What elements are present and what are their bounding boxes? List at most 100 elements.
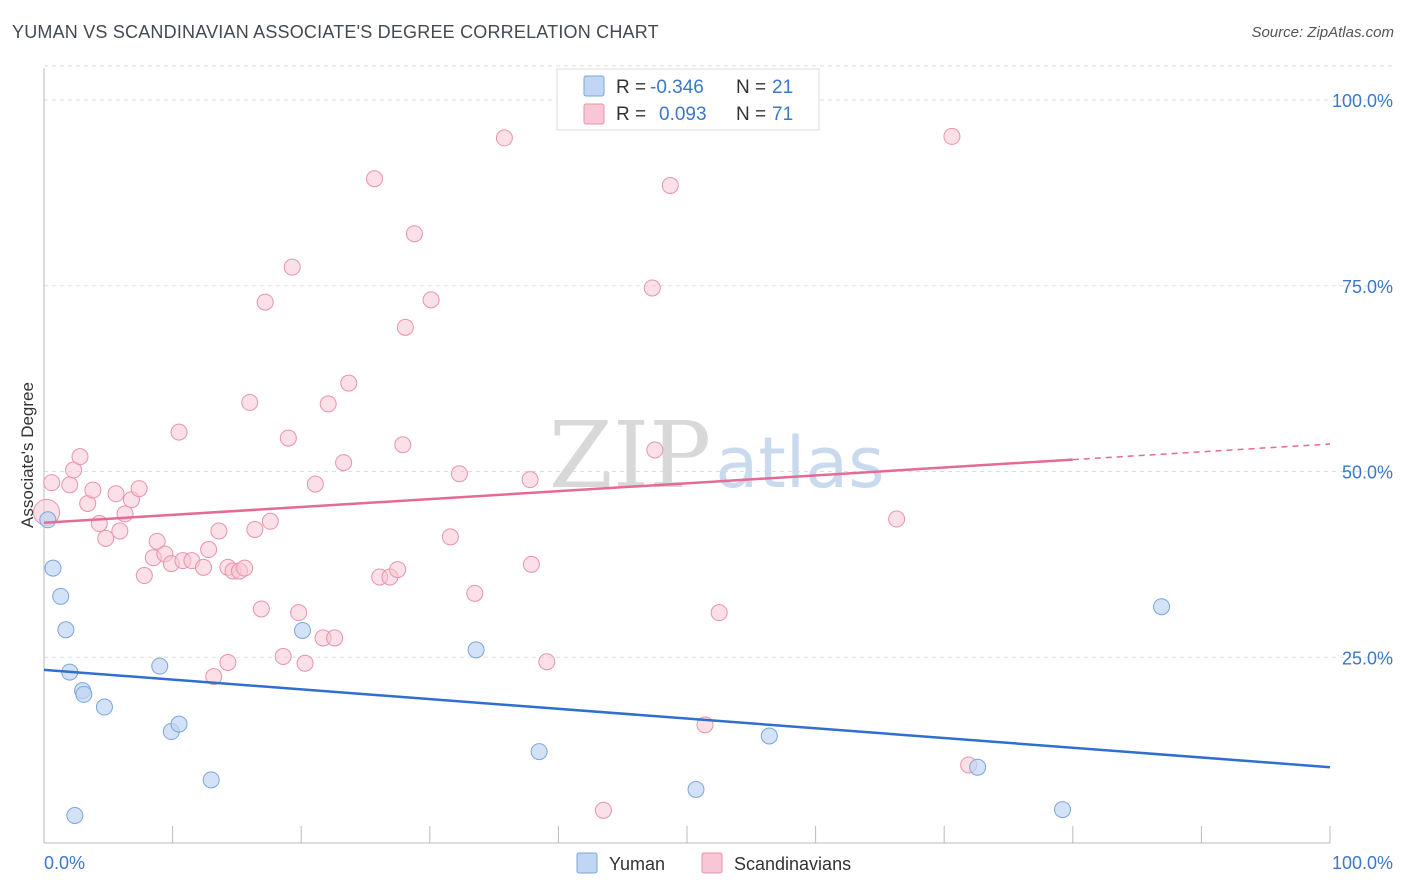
x-tick-label: 0.0%	[44, 853, 85, 873]
scandinavians-point	[594, 801, 612, 819]
scandinavians-point	[194, 558, 212, 576]
scandinavians-point	[943, 127, 961, 145]
n-label: N =	[736, 104, 766, 125]
source-label: Source: ZipAtlas.com	[1251, 24, 1394, 41]
y-tick-label: 75.0%	[1342, 277, 1393, 297]
scandinavians-point	[290, 604, 308, 622]
scandinavians-point	[116, 505, 134, 523]
scandinavians-point	[319, 395, 337, 413]
yuman-point	[1054, 801, 1072, 819]
legend-yuman: Yuman	[609, 854, 665, 874]
scandinavians-point	[306, 475, 324, 493]
yuman-point	[57, 621, 75, 639]
scandinavians-point	[283, 258, 301, 276]
scandinavians-point	[888, 510, 906, 528]
yuman-point	[467, 641, 485, 659]
yuman-legend-swatch	[576, 852, 598, 874]
scandinavians-point	[466, 584, 484, 602]
yuman-point	[66, 807, 84, 825]
scandinavians-point	[61, 476, 79, 494]
correlation-legend: R = -0.346 N = 21 R = 0.093 N = 71	[556, 68, 820, 131]
scandinavians-point	[111, 522, 129, 540]
scandinavians-point	[326, 629, 344, 647]
yuman-point	[170, 715, 188, 733]
yuman-point	[969, 758, 987, 776]
tick-labels: 25.0% 50.0% 75.0% 100.0% 0.0% 100.0%	[44, 91, 1393, 873]
scandinavians-legend-swatch	[583, 103, 605, 125]
r-label: R =	[616, 77, 646, 98]
yuman-point	[52, 587, 70, 605]
y-tick-label: 50.0%	[1342, 463, 1393, 483]
scandinavians-point	[521, 471, 539, 489]
scandinavians-point	[210, 522, 228, 540]
scandinavians-point	[219, 653, 237, 671]
scandinavians-point	[256, 293, 274, 311]
yuman-point	[75, 685, 93, 703]
scandinavians-point	[261, 512, 279, 530]
scandinavians-point	[205, 668, 223, 686]
yuman-point	[95, 698, 113, 716]
scandinavians-point	[135, 567, 153, 585]
r-label: R =	[616, 104, 646, 125]
yuman-r-value: -0.346	[650, 77, 704, 98]
watermark-atlas: atlas	[715, 422, 884, 504]
scandinavians-point	[422, 291, 440, 309]
yuman-n-value: 21	[772, 77, 793, 98]
yuman-point	[1153, 598, 1171, 616]
scandinavians-point	[710, 604, 728, 622]
yuman-point	[202, 771, 220, 789]
legend-scandinavians: Scandinavians	[734, 854, 851, 874]
scandinavians-r-value: 0.093	[659, 104, 707, 125]
scandinavians-point	[394, 436, 412, 454]
scandinavians-point	[43, 474, 61, 492]
watermark-zip: ZIP	[549, 402, 711, 509]
scandinavians-point	[252, 600, 270, 618]
scandinavians-point	[107, 485, 125, 503]
scandinavians-point	[522, 555, 540, 573]
yuman-legend-swatch	[583, 75, 605, 97]
scandinavians-point	[279, 429, 297, 447]
watermark: ZIP atlas	[549, 402, 885, 509]
scandinavians-point	[200, 541, 218, 559]
scandinavians-point	[148, 532, 166, 550]
scandinavians-n-value: 71	[772, 104, 793, 125]
chart-title: YUMAN VS SCANDINAVIAN ASSOCIATE'S DEGREE…	[12, 22, 659, 42]
scandinavians-point	[441, 528, 459, 546]
x-tick-label: 100.0%	[1332, 853, 1393, 873]
scandinavians-legend-swatch	[701, 852, 723, 874]
y-tick-label: 25.0%	[1342, 648, 1393, 668]
scandinavians-point	[646, 441, 664, 459]
scandinavians-points	[33, 127, 978, 819]
y-axis-label: Associate's Degree	[18, 382, 37, 528]
scandinavians-trend-line	[43, 458, 1073, 525]
scandinavians-point	[389, 561, 407, 579]
scandinavians-point	[241, 393, 259, 411]
yuman-points	[39, 511, 1171, 825]
scandinavians-point	[538, 653, 556, 671]
yuman-trend-line	[43, 668, 1331, 769]
yuman-point	[530, 743, 548, 761]
scandinavians-point	[661, 176, 679, 194]
scandinavians-trend-extension	[1072, 443, 1331, 461]
trend-lines	[43, 443, 1331, 769]
scandinavians-point	[97, 529, 115, 547]
scandinavians-point	[246, 520, 264, 538]
scandinavians-point	[643, 279, 661, 297]
yuman-point	[151, 657, 169, 675]
yuman-point	[760, 727, 778, 745]
series-legend: Yuman Scandinavians	[576, 852, 851, 874]
scandinavians-point	[71, 448, 89, 466]
scandinavians-point	[340, 374, 358, 392]
scandinavians-point	[450, 465, 468, 483]
scandinavians-point	[84, 481, 102, 499]
scandinavians-point	[366, 170, 384, 188]
scandinavians-point	[236, 559, 254, 577]
y-tick-label: 100.0%	[1332, 91, 1393, 111]
scandinavians-point	[335, 454, 353, 472]
scandinavians-point	[296, 654, 314, 672]
scandinavians-point	[405, 225, 423, 243]
scandinavians-point	[274, 648, 292, 666]
yuman-point	[293, 622, 311, 640]
scandinavians-point	[170, 423, 188, 441]
